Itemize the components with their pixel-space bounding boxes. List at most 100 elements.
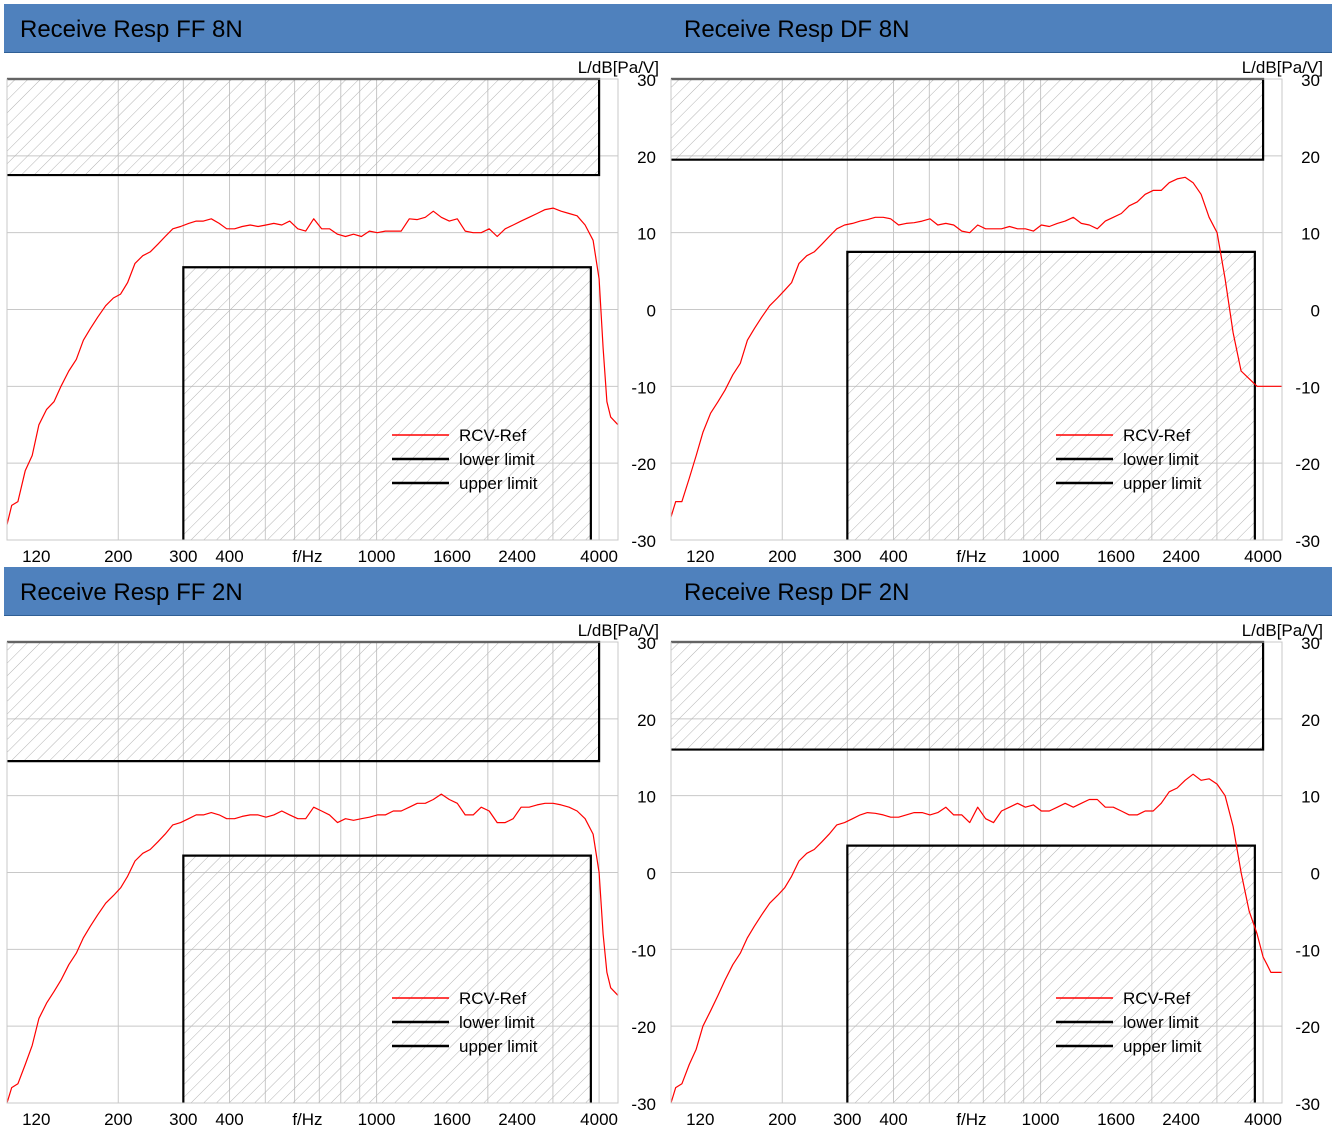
- series-line-rcv-ref: [6, 793, 619, 1104]
- chart-panel-df-8n: Receive Resp DF 8N 30 20 10 0 -10 -20 -30 L/dB[…: [668, 4, 1332, 567]
- y-tick-label: 0: [647, 865, 656, 884]
- x-tick-label: 4000: [580, 547, 618, 566]
- x-tick-label: 400: [215, 1110, 243, 1129]
- y-tick-label: -10: [631, 941, 656, 960]
- upper-limit-region: [7, 642, 600, 762]
- chart-df-8n: 30 20 10 0 -10 -20 -30 L/dB[Pa/V] 120 200 300 400 10…: [670, 58, 1323, 566]
- y-tick-label: 10: [1301, 788, 1320, 807]
- lower-limit-line: [846, 250, 1256, 540]
- y-tick-label: -10: [1295, 378, 1320, 397]
- x-axis-label: f/Hz: [292, 1110, 322, 1129]
- y-axis-label: L/dB[Pa/V]: [1242, 621, 1323, 640]
- x-tick-label: 1600: [433, 1110, 471, 1129]
- y-tick-label: 0: [1311, 302, 1320, 321]
- panel-title: Receive Resp DF 8N: [684, 16, 910, 43]
- legend-label: lower limit: [1123, 1013, 1199, 1032]
- chart-ff-2n: 30 20 10 0 -10 -20 -30 L/dB[Pa/V] 120 200 300 400 10…: [6, 621, 659, 1129]
- x-tick-label: 1000: [1022, 547, 1060, 566]
- legend-label: lower limit: [459, 1013, 535, 1032]
- chart-panel-df-2n: Receive Resp DF 2N 30 20 10 0 -10 -20 -30 L/dB[…: [668, 567, 1332, 1130]
- y-tick-label: 0: [1311, 865, 1320, 884]
- x-axis-label: f/Hz: [292, 547, 322, 566]
- x-tick-label: 400: [215, 547, 243, 566]
- y-tick-label: 0: [647, 302, 656, 321]
- chart-panel-ff-2n: Receive Resp FF 2N 30 20 10 0 -10 -20 -30 L/dB[…: [4, 567, 668, 1130]
- legend-label: lower limit: [1123, 450, 1199, 469]
- legend: RCV-Ref lower limit upper limit: [392, 989, 538, 1056]
- panel-title: Receive Resp FF 2N: [20, 579, 243, 606]
- y-tick-label: -30: [631, 532, 656, 551]
- chart-df-2n: 30 20 10 0 -10 -20 -30 L/dB[Pa/V] 120 200 300 400 10…: [670, 621, 1323, 1129]
- legend-label: upper limit: [459, 474, 538, 493]
- y-tick-label: 30: [1301, 634, 1320, 653]
- lower-limit-line: [846, 844, 1256, 1103]
- x-tick-label: 1600: [1097, 547, 1135, 566]
- panel-header: Receive Resp FF 2N: [4, 567, 668, 616]
- legend-label: lower limit: [459, 450, 535, 469]
- x-tick-label: 300: [169, 547, 197, 566]
- panel-header: Receive Resp FF 8N: [4, 4, 668, 53]
- legend: RCV-Ref lower limit upper limit: [1056, 989, 1202, 1056]
- x-tick-label: 2400: [1162, 547, 1200, 566]
- x-tick-label: 400: [879, 1110, 907, 1129]
- lower-limit-region: [847, 845, 1255, 1103]
- legend-label: upper limit: [1123, 1037, 1202, 1056]
- plot-frame: [670, 78, 1283, 541]
- plot-frame: [670, 641, 1283, 1104]
- y-tick-label: 30: [1301, 71, 1320, 90]
- x-tick-label: 200: [104, 547, 132, 566]
- y-tick-label: 20: [637, 711, 656, 730]
- x-tick-label: 120: [22, 1110, 50, 1129]
- legend-label: RCV-Ref: [1123, 426, 1190, 445]
- y-tick-label: -20: [631, 1018, 656, 1037]
- x-tick-label: 120: [686, 1110, 714, 1129]
- y-tick-label: 20: [637, 148, 656, 167]
- x-tick-label: 120: [22, 547, 50, 566]
- panel-title: Receive Resp DF 2N: [684, 579, 910, 606]
- x-tick-label: 300: [169, 1110, 197, 1129]
- y-tick-label: -30: [1295, 1095, 1320, 1114]
- x-tick-label: 4000: [580, 1110, 618, 1129]
- x-tick-label: 1000: [358, 547, 396, 566]
- upper-limit-region: [7, 79, 600, 176]
- chart-ff-8n: 30 20 10 0 -10 -20 -30 L/dB[Pa/V] 120 200 300 400 10…: [6, 58, 659, 566]
- y-tick-label: -10: [631, 378, 656, 397]
- panel-title: Receive Resp FF 8N: [20, 16, 243, 43]
- x-tick-label: 300: [833, 547, 861, 566]
- x-tick-label: 120: [686, 547, 714, 566]
- x-tick-label: 2400: [498, 547, 536, 566]
- x-tick-label: 200: [768, 547, 796, 566]
- y-tick-label: -30: [1295, 532, 1320, 551]
- chart-panel-ff-8n: Receive Resp FF 8N 30 20 10 0 -10 -20 -30 L/dB[…: [4, 4, 668, 567]
- legend-label: RCV-Ref: [459, 426, 526, 445]
- x-tick-label: 2400: [1162, 1110, 1200, 1129]
- lower-limit-region: [183, 855, 591, 1103]
- x-tick-label: 200: [104, 1110, 132, 1129]
- lower-limit-region: [847, 251, 1255, 540]
- x-tick-label: 1600: [433, 547, 471, 566]
- y-tick-label: 20: [1301, 148, 1320, 167]
- y-tick-label: -20: [1295, 455, 1320, 474]
- x-tick-label: 4000: [1244, 1110, 1282, 1129]
- y-axis-label: L/dB[Pa/V]: [578, 58, 659, 77]
- plot-frame: [6, 78, 619, 541]
- legend-label: upper limit: [1123, 474, 1202, 493]
- x-tick-label: 2400: [498, 1110, 536, 1129]
- lower-limit-line: [182, 266, 592, 540]
- upper-limit-region: [671, 642, 1264, 750]
- x-tick-label: 1000: [358, 1110, 396, 1129]
- y-tick-label: 30: [637, 634, 656, 653]
- y-axis-label: L/dB[Pa/V]: [1242, 58, 1323, 77]
- y-axis-label: L/dB[Pa/V]: [578, 621, 659, 640]
- plot-frame: [6, 641, 619, 1104]
- y-tick-label: -20: [1295, 1018, 1320, 1037]
- y-tick-label: 10: [637, 788, 656, 807]
- series-line-rcv-ref: [6, 207, 619, 525]
- x-axis-label: f/Hz: [956, 547, 986, 566]
- series-line-rcv-ref: [670, 176, 1282, 518]
- x-tick-label: 300: [833, 1110, 861, 1129]
- legend-label: RCV-Ref: [1123, 989, 1190, 1008]
- panel-header: Receive Resp DF 2N: [668, 567, 1332, 616]
- x-tick-label: 400: [879, 547, 907, 566]
- legend: RCV-Ref lower limit upper limit: [392, 426, 538, 493]
